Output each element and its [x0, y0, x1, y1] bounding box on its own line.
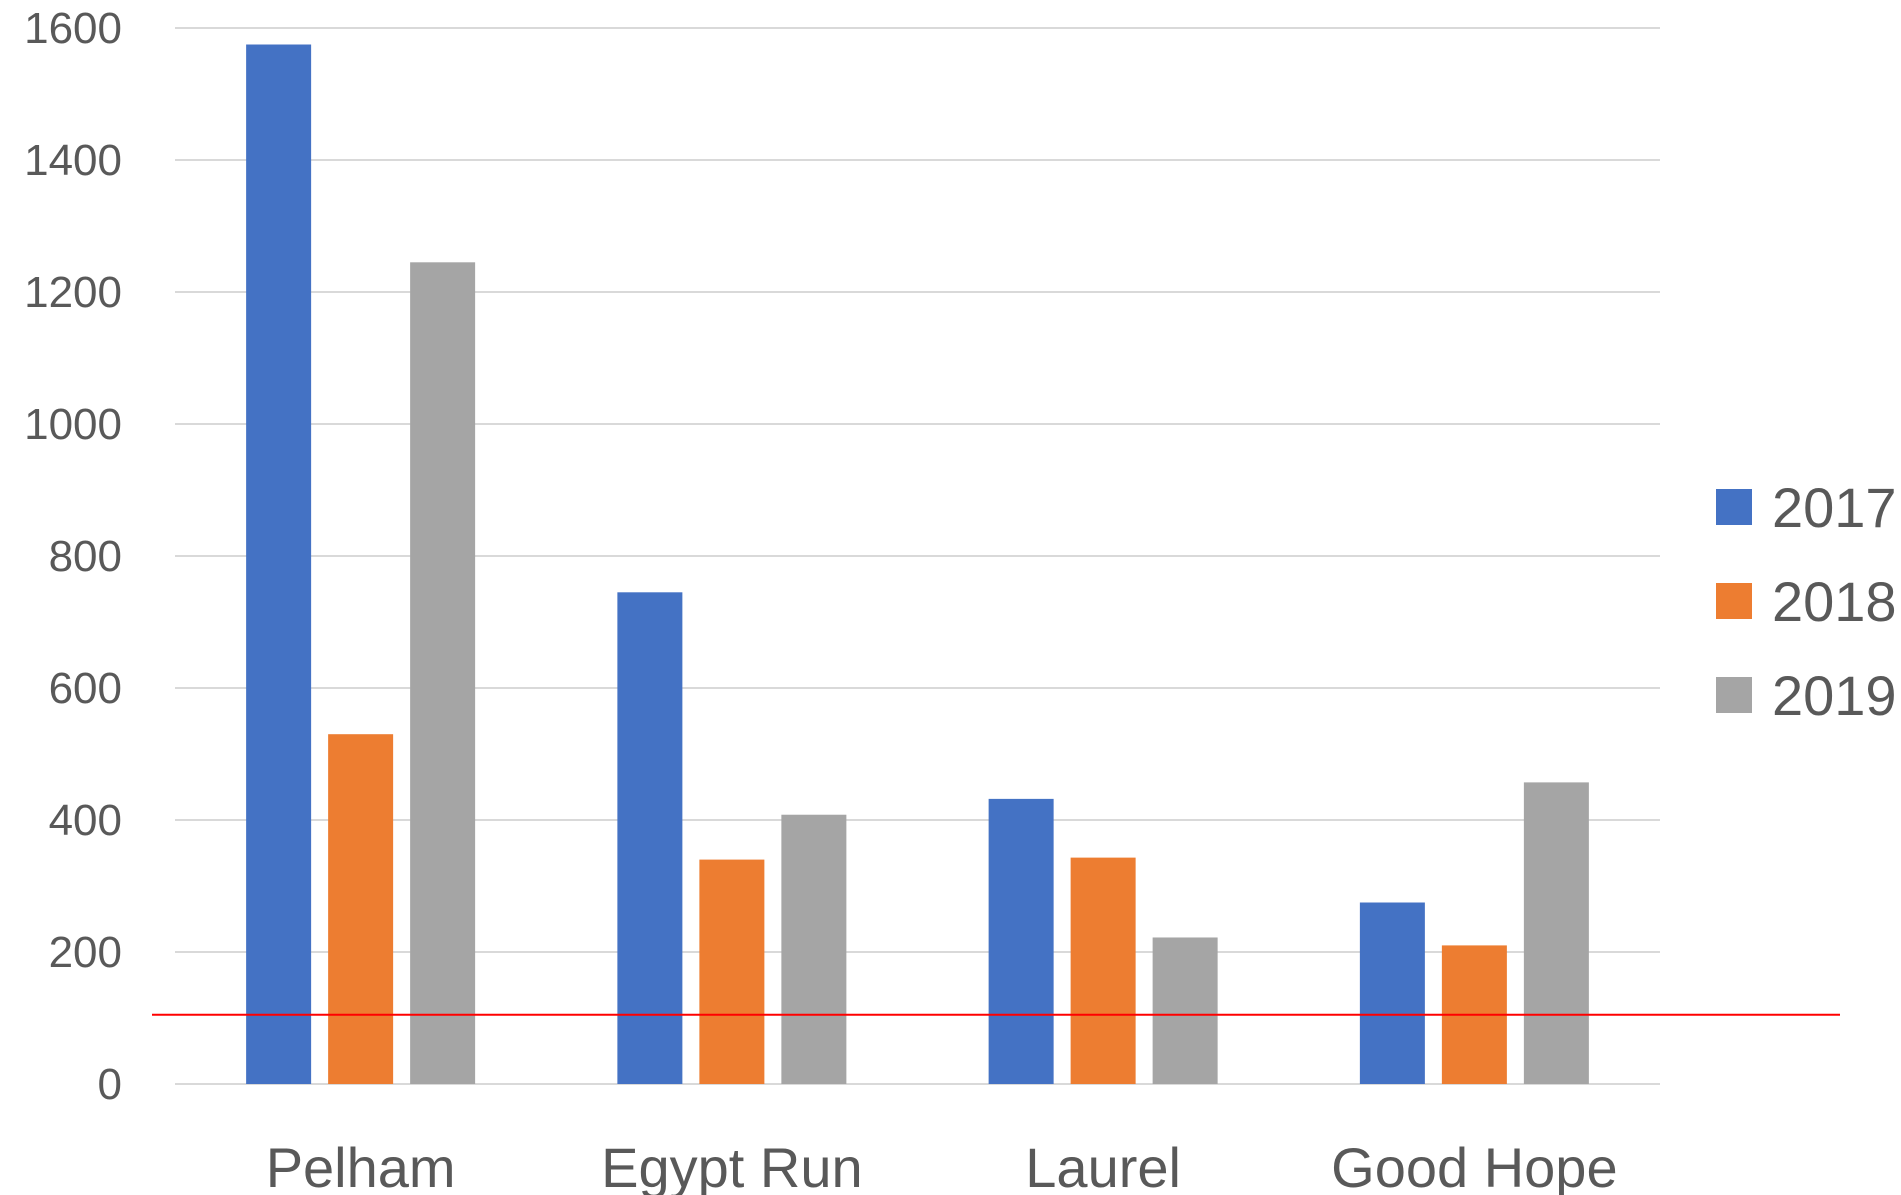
- legend-label: 2017: [1772, 476, 1897, 539]
- y-tick-label: 0: [98, 1060, 122, 1109]
- y-tick-label: 800: [49, 532, 122, 581]
- gridlines: [175, 27, 1660, 1085]
- bar-2018-pelham: [328, 734, 394, 1084]
- y-tick-label: 1400: [24, 136, 122, 185]
- bar-2018-laurel: [1070, 857, 1136, 1084]
- bars: [246, 44, 1589, 1084]
- bar-2017-laurel: [988, 798, 1054, 1084]
- legend-swatch: [1716, 489, 1752, 525]
- bar-2019-good-hope: [1523, 782, 1589, 1084]
- bar-2019-laurel: [1152, 937, 1218, 1084]
- x-category-label: Egypt Run: [601, 1136, 863, 1195]
- legend-swatch: [1716, 583, 1752, 619]
- legend-swatch: [1716, 677, 1752, 713]
- bar-2017-egypt-run: [617, 592, 683, 1084]
- y-tick-label: 1200: [24, 268, 122, 317]
- bar-2019-egypt-run: [781, 814, 847, 1084]
- x-axis: Pelham Egypt Run Laurel Good Hope: [266, 1136, 1618, 1195]
- legend-label: 2018: [1772, 570, 1897, 633]
- legend: 2017 2018 2019: [1716, 476, 1897, 727]
- y-tick-label: 1600: [24, 4, 122, 53]
- y-tick-label: 1000: [24, 400, 122, 449]
- x-category-label: Pelham: [266, 1136, 456, 1195]
- x-category-label: Good Hope: [1331, 1136, 1617, 1195]
- legend-label: 2019: [1772, 664, 1897, 727]
- bar-2017-good-hope: [1359, 902, 1425, 1084]
- y-tick-label: 600: [49, 664, 122, 713]
- bar-2019-pelham: [410, 262, 476, 1084]
- bar-2017-pelham: [246, 44, 312, 1084]
- bar-2018-egypt-run: [699, 859, 765, 1084]
- y-axis: 0 200 400 600 800 1000 1200 1400 1600: [24, 4, 122, 1109]
- x-category-label: Laurel: [1025, 1136, 1181, 1195]
- y-tick-label: 400: [49, 796, 122, 845]
- y-tick-label: 200: [49, 928, 122, 977]
